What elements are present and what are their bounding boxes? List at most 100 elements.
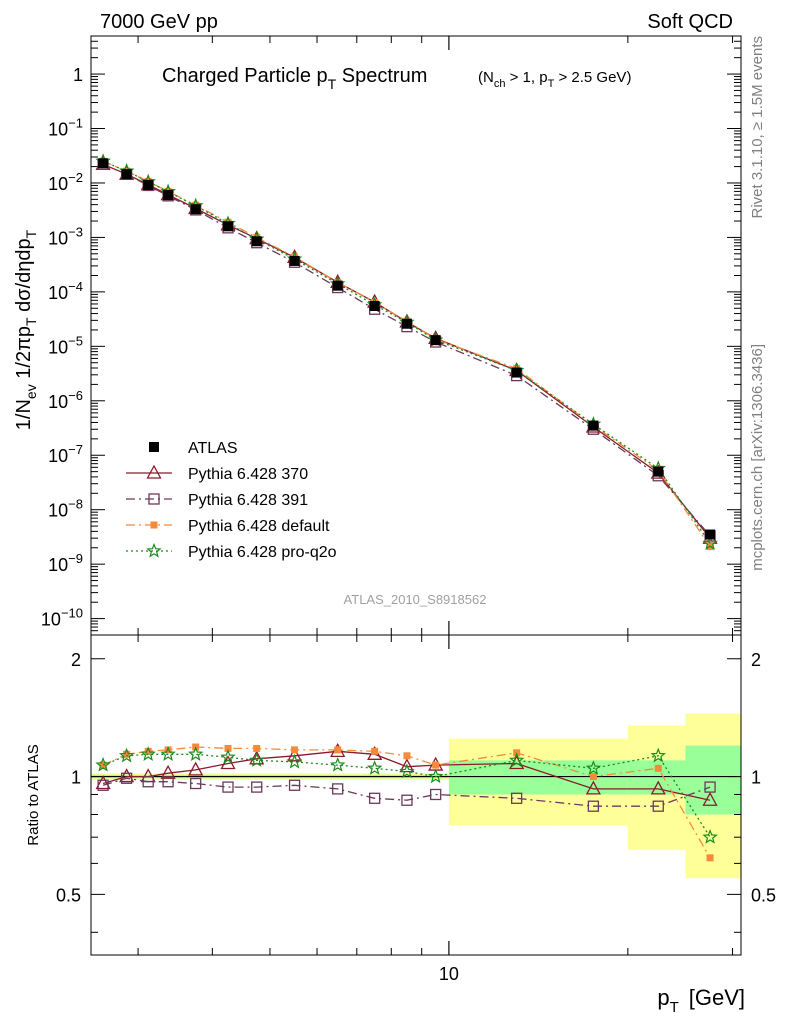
ratio-point-s4-5-shape [220, 749, 236, 764]
analysis-id-label: ATLAS_2010_S8918562 [344, 592, 487, 607]
main-series-line-4 [102, 160, 711, 544]
subtitle-part-0: (N [478, 69, 494, 86]
legend-marker-1 [146, 464, 162, 479]
main-ytick-label: 10−1 [48, 116, 83, 140]
chart-title: Charged Particle pT Spectrum [162, 65, 427, 92]
main-point-s0-0-shape [98, 158, 109, 169]
ratio-point-s2-4-shape [190, 777, 202, 790]
band-stat-4 [685, 745, 741, 815]
ratio-point-s3-11 [432, 761, 440, 769]
ratio-point-s3-13-shape [589, 773, 597, 781]
ratio-point-s2-3 [162, 776, 174, 788]
ratio-point-s2-10-shape [401, 794, 413, 806]
ratio-point-s2-8 [332, 783, 344, 795]
legend-label-0: ATLAS [188, 440, 238, 457]
ratio-point-s4-12 [508, 752, 525, 767]
ratio-ytick-label-right: 0.5 [751, 885, 776, 905]
ratio-point-s4-8-shape [329, 756, 346, 772]
ratio-point-s4-15-shape [702, 829, 718, 844]
ratio-point-s4-14 [650, 747, 666, 763]
main-point-s0-0 [98, 158, 109, 169]
ratio-point-s1-7-shape [286, 747, 303, 762]
ratio-point-s3-6-shape [253, 744, 261, 752]
main-ytick-label: 10−6 [48, 388, 83, 412]
ratio-point-s2-2-shape [142, 776, 154, 788]
ratio-point-s4-10-shape [399, 763, 415, 779]
legend-marker-1-shape [146, 464, 162, 479]
ratio-ylabel: Ratio to ATLAS [25, 744, 42, 845]
ratio-series-line-1 [102, 750, 711, 801]
ratio-point-s2-0 [97, 779, 109, 791]
ratio-point-s1-3-shape [160, 764, 176, 779]
legend-marker-4-shape [146, 542, 162, 558]
main-ytick-label: 10−9 [48, 551, 83, 575]
chart-subtitle: (Nch > 1, pT > 2.5 GeV) [478, 69, 631, 90]
ratio-point-s2-3-shape [162, 776, 174, 788]
ratio-point-s3-5 [224, 744, 232, 752]
ratio-point-s4-2-shape [140, 746, 156, 761]
x-axis-label: pT [GeV] [657, 985, 745, 1016]
main-point-s0-3-shape [163, 190, 174, 201]
ratio-point-s3-1-shape [123, 750, 131, 758]
ratio-point-s2-14 [652, 800, 664, 812]
ratio-point-s3-7 [291, 746, 299, 754]
ratio-point-s2-14-shape [652, 800, 664, 812]
main-ytick-label: 10−8 [48, 497, 83, 521]
ratio-point-s3-3-shape [164, 746, 172, 754]
ratio-point-s1-13 [585, 780, 601, 795]
ratio-point-s3-2-shape [144, 747, 152, 755]
band-stat-1 [448, 760, 554, 795]
ratio-point-s4-1 [118, 747, 135, 763]
main-series-line-2 [102, 163, 711, 537]
legend-item-0: ATLAS [149, 440, 238, 457]
ratio-series-line-4 [102, 753, 711, 838]
ratio-point-s2-6 [251, 781, 263, 793]
ratio-point-s4-6 [248, 752, 265, 767]
legend-marker-2 [148, 493, 160, 505]
ratio-point-s4-6-shape [248, 752, 265, 767]
ratio-point-s2-7 [288, 779, 301, 791]
main-point-s0-14-shape [653, 466, 664, 477]
ratio-point-s2-1-shape [120, 772, 133, 784]
main-point-s4-15 [702, 535, 718, 551]
main-point-s0-3 [163, 190, 174, 201]
main-point-s0-2 [143, 179, 154, 190]
ratio-point-s2-5-shape [222, 781, 234, 793]
ratio-point-s2-6-shape [251, 781, 263, 793]
ratio-point-s4-8 [329, 756, 346, 772]
ratio-point-s4-0-shape [95, 756, 111, 772]
legend: ATLAS Pythia 6.428 370 Pythia 6.428 391 Pyt… [126, 440, 337, 561]
legend-item-2: Pythia 6.428 391 [126, 492, 308, 509]
main-point-s0-9-shape [369, 301, 380, 312]
ratio-point-s3-9-shape [371, 747, 379, 755]
ratio-point-s1-14 [650, 780, 666, 795]
subtitle-part-3: T [548, 78, 555, 90]
main-series-1 [95, 155, 718, 544]
main-point-s0-1 [121, 169, 132, 180]
ratio-point-s3-13 [589, 773, 597, 781]
ratio-point-s4-4 [187, 746, 204, 761]
ratio-point-s4-11 [427, 768, 444, 784]
ratio-point-s2-0-shape [97, 779, 109, 791]
main-point-s0-2-shape [143, 179, 154, 190]
ratio-point-s3-8-shape [334, 746, 342, 754]
ratio-point-s3-7-shape [291, 746, 299, 754]
main-point-s4-15-shape [702, 535, 718, 551]
x-axis-label-main: p [657, 985, 669, 1010]
main-point-s0-11-shape [430, 335, 441, 346]
ratio-ytick-label-left: 1 [71, 768, 81, 788]
ratio-point-s4-15 [702, 829, 718, 844]
ratio-point-s3-2 [144, 747, 152, 755]
ratio-point-s4-12-shape [508, 752, 525, 767]
legend-item-4: Pythia 6.428 pro-q2o [126, 542, 337, 561]
ratio-point-s2-9 [368, 792, 381, 804]
main-ytick-label: 10−7 [48, 442, 83, 466]
main-ytick-label: 10−10 [41, 606, 83, 630]
ratio-point-s3-14 [654, 764, 662, 772]
ratio-point-s1-1-shape [119, 768, 135, 783]
ratio-point-s2-13 [587, 800, 600, 812]
legend-marker-3 [150, 521, 158, 529]
ratio-point-s1-0-shape [95, 775, 111, 790]
ratio-point-s2-13-shape [587, 800, 600, 812]
ratio-point-s2-11 [430, 788, 442, 801]
